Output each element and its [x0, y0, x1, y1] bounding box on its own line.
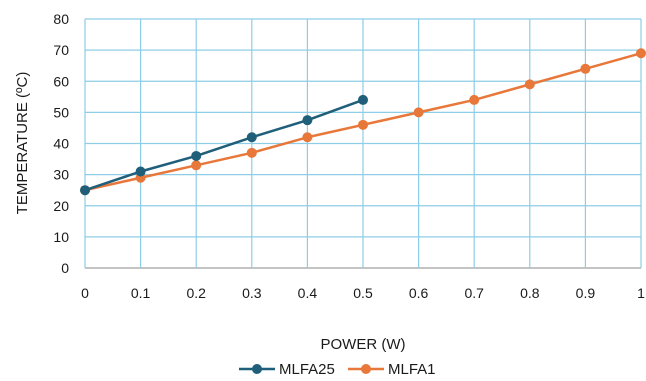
y-tick-label: 0: [61, 260, 69, 276]
data-point-mlfa1: [246, 147, 257, 158]
legend-marker-mlfa1: [361, 364, 371, 374]
y-tick-label: 20: [53, 198, 69, 214]
x-axis-ticks: 0 0.1 0.2 0.3 0.4 0.5 0.6 0.7 0.8 0.9 1: [81, 285, 645, 301]
series-group: [80, 48, 646, 196]
data-point-mlfa1: [524, 79, 535, 90]
x-tick-label: 0.3: [242, 285, 262, 301]
data-point-mlfa25: [246, 132, 257, 143]
y-tick-label: 60: [53, 73, 69, 89]
y-tick-label: 10: [53, 229, 69, 245]
x-tick-label: 0.2: [186, 285, 206, 301]
y-axis-ticks: 0 10 20 30 40 50 60 70 80: [53, 11, 69, 276]
data-point-mlfa1: [469, 94, 480, 105]
x-tick-label: 1: [637, 285, 645, 301]
y-tick-label: 70: [53, 42, 69, 58]
legend: MLFA25 MLFA1: [239, 361, 436, 378]
data-point-mlfa1: [358, 119, 368, 130]
y-tick-label: 80: [53, 11, 69, 27]
data-point-mlfa1: [191, 160, 202, 171]
x-tick-label: 0.4: [298, 285, 318, 301]
data-point-mlfa25: [191, 150, 202, 161]
data-point-mlfa25: [135, 166, 146, 177]
legend-label-mlfa1: MLFA1: [388, 361, 436, 378]
legend-marker-mlfa25: [252, 364, 262, 374]
grid-lines: [84, 18, 642, 269]
data-point-mlfa1: [413, 107, 424, 118]
data-point-mlfa1: [302, 132, 313, 143]
x-tick-label: 0.6: [409, 285, 429, 301]
x-tick-label: 0.5: [353, 285, 373, 301]
x-tick-label: 0.8: [520, 285, 540, 301]
x-tick-label: 0: [81, 285, 89, 301]
data-point-mlfa25: [80, 185, 90, 196]
series-line-mlfa25: [84, 98, 364, 192]
x-axis-title: POWER (W): [321, 336, 406, 353]
data-point-mlfa1: [636, 48, 646, 59]
data-point-mlfa25: [358, 94, 368, 105]
y-tick-label: 50: [53, 104, 69, 120]
x-tick-label: 0.1: [131, 285, 151, 301]
y-tick-label: 40: [53, 136, 69, 152]
data-point-mlfa25: [302, 115, 313, 126]
data-point-mlfa1: [580, 63, 591, 74]
y-axis-title: TEMPERATURE (ºC): [14, 72, 31, 215]
x-tick-label: 0.9: [576, 285, 596, 301]
y-tick-label: 30: [53, 167, 69, 183]
legend-label-mlfa25: MLFA25: [279, 361, 335, 378]
x-tick-label: 0.7: [464, 285, 484, 301]
